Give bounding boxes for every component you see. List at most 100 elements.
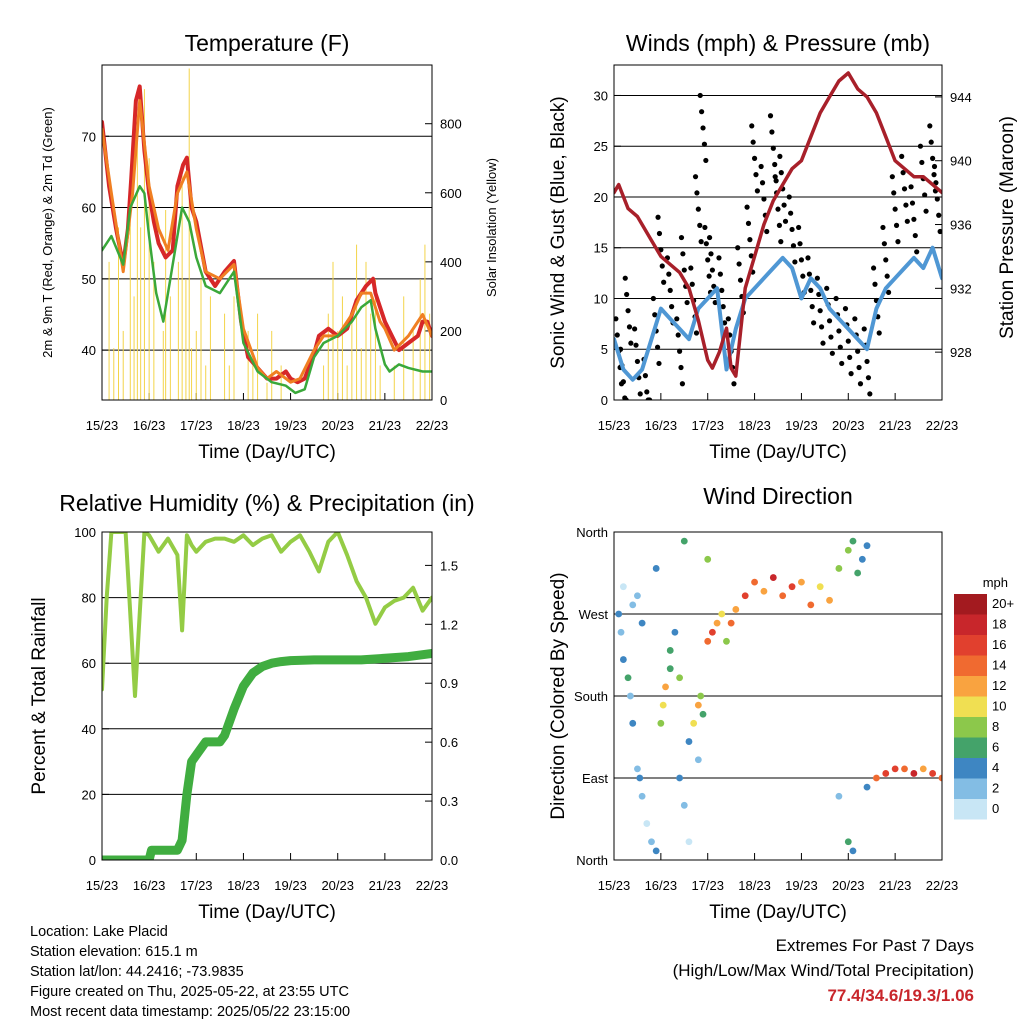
- x-tick-label: 17/23: [691, 418, 724, 433]
- direction-point: [694, 756, 702, 764]
- y2-tick-label: 800: [440, 117, 462, 132]
- direction-point: [788, 583, 796, 591]
- gust-point: [692, 174, 699, 180]
- x-tick-label: 21/23: [369, 418, 402, 433]
- gust-point: [928, 139, 934, 145]
- x-tick-label: 20/23: [832, 878, 865, 893]
- direction-point: [685, 738, 693, 745]
- gust-point: [934, 196, 940, 202]
- x-tick-label: 21/23: [369, 878, 402, 893]
- gust-point: [778, 239, 784, 245]
- x-axis-label: Time (Day/UTC): [198, 442, 336, 463]
- gust-point: [786, 194, 792, 200]
- gust-point: [820, 340, 826, 346]
- gust-point: [777, 153, 783, 159]
- direction-point: [910, 770, 918, 777]
- direction-point: [858, 555, 866, 563]
- direction-point: [807, 601, 815, 609]
- gust-point: [769, 129, 775, 135]
- gust-point: [772, 161, 778, 168]
- x-tick-label: 22/23: [416, 878, 449, 893]
- x-tick-label: 22/23: [926, 418, 959, 433]
- legend-label: 8: [992, 719, 999, 734]
- y2-tick-label: 1.2: [440, 617, 458, 632]
- gust-point: [622, 275, 628, 281]
- gust-point: [909, 200, 916, 206]
- plot-frame: [613, 531, 943, 861]
- gust-point: [709, 267, 716, 273]
- gust-point: [721, 320, 728, 326]
- y-tick-label: 60: [82, 656, 96, 671]
- gust-point: [911, 216, 917, 222]
- gust-point: [698, 239, 704, 245]
- gust-point: [697, 92, 703, 99]
- gust-point: [736, 261, 742, 267]
- direction-point: [929, 770, 937, 777]
- x-tick-label: 16/23: [645, 878, 678, 893]
- y-tick-label: 40: [82, 722, 96, 737]
- y-tick-label: 25: [594, 139, 608, 154]
- gust-point: [647, 397, 653, 400]
- extremes-subtitle: (High/Low/Max Wind/Total Precipitation): [672, 961, 974, 980]
- gust-point: [614, 316, 619, 322]
- direction-point: [835, 565, 843, 572]
- chart-title: Relative Humidity (%) & Precipitation (i…: [59, 490, 474, 516]
- direction-point: [727, 619, 735, 627]
- gust-point: [731, 381, 737, 387]
- gust-point: [806, 271, 812, 277]
- legend-label: 2: [992, 781, 999, 796]
- y2-tick-label: 1.5: [440, 558, 458, 573]
- gust-point: [737, 277, 744, 283]
- y-tick-label: South: [574, 689, 608, 704]
- chart-panel-3: 0 20 40 60 80 100 0.0 0.3 0.6 0.9 1.2 1.5 15/23 16/23…: [29, 490, 475, 923]
- gust-point: [864, 358, 870, 365]
- temperature-series-1: [102, 84, 432, 385]
- y-tick-label: North: [576, 853, 608, 868]
- y2-tick-label: 0.0: [440, 853, 458, 868]
- speed-legend: mph 20+ 18 16 14 12 10 8 6 4 2 0: [954, 575, 1014, 820]
- legend-swatch: [954, 635, 987, 656]
- recent-text: Most recent data timestamp: 2025/05/22 2…: [30, 1004, 351, 1020]
- x-tick-label: 21/23: [879, 418, 912, 433]
- gust-point: [775, 206, 781, 212]
- gust-point: [855, 348, 861, 354]
- legend-swatch: [954, 696, 987, 717]
- direction-point: [779, 592, 787, 600]
- direction-point: [634, 592, 641, 600]
- direction-point: [634, 765, 641, 773]
- gust-point: [912, 232, 918, 239]
- gust-point: [747, 237, 753, 243]
- gust-point: [623, 397, 629, 400]
- legend-swatch: [954, 758, 987, 779]
- legend-swatch: [954, 655, 987, 676]
- x-tick-label: 17/23: [180, 418, 213, 433]
- x-tick-label: 15/23: [598, 418, 631, 433]
- gust-point: [642, 373, 648, 379]
- gust-point: [694, 190, 700, 196]
- gust-point: [767, 113, 774, 119]
- gust-point: [681, 267, 687, 273]
- gust-point: [852, 316, 858, 322]
- direction-point: [676, 674, 683, 682]
- x-tick-label: 15/23: [86, 418, 119, 433]
- gust-point: [669, 304, 675, 310]
- direction-point: [849, 847, 857, 855]
- gust-point: [883, 257, 889, 263]
- x-axis-label: Time (Day/UTC): [198, 902, 336, 923]
- x-tick-label: 16/23: [133, 878, 166, 893]
- gust-point: [632, 326, 638, 332]
- gust-point: [824, 285, 830, 291]
- direction-point: [619, 656, 627, 663]
- legend-label: 18: [992, 617, 1006, 632]
- gust-point: [708, 251, 714, 257]
- gust-point: [814, 275, 820, 281]
- y-tick-label: West: [579, 607, 609, 622]
- legend-label: 20+: [992, 596, 1014, 611]
- gust-point: [876, 330, 882, 336]
- gust-point: [817, 308, 823, 314]
- direction-point: [627, 692, 634, 700]
- direction-point: [704, 555, 712, 563]
- direction-point: [638, 619, 646, 627]
- y-axis-label: Percent & Total Rainfall: [29, 597, 50, 794]
- gust-point: [867, 391, 873, 397]
